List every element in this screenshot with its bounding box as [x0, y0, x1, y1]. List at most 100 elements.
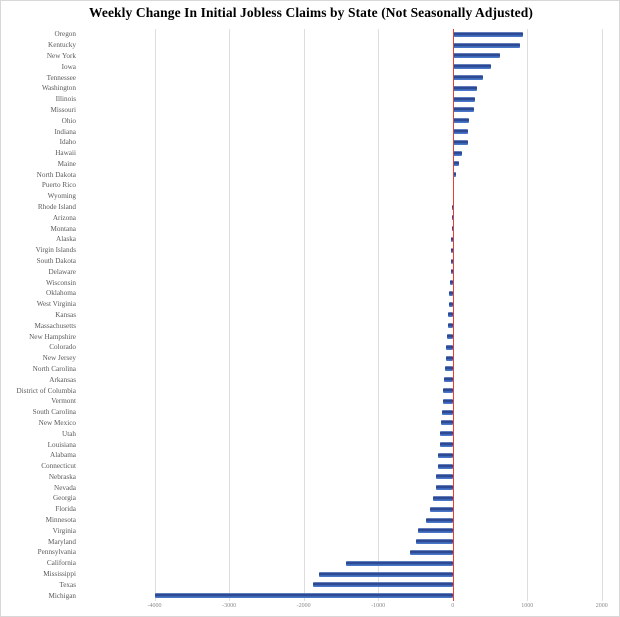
- x-tick-label: -4000: [147, 603, 162, 609]
- category-label: Illinois: [55, 95, 76, 104]
- bar-row: Delaware: [48, 266, 613, 277]
- bar: [410, 549, 453, 555]
- bar: [452, 139, 468, 145]
- bar-row: Nebraska: [49, 471, 613, 482]
- bar: [452, 161, 459, 167]
- gridline: [154, 29, 156, 601]
- category-label: Missouri: [50, 105, 76, 114]
- category-label: Washington: [41, 84, 76, 93]
- bar-row: New Hampshire: [29, 331, 613, 342]
- bar-row: Arizona: [53, 212, 613, 223]
- category-label: Texas: [59, 580, 76, 589]
- bar-row: Kentucky: [48, 40, 613, 51]
- category-label: Colorado: [49, 343, 76, 352]
- category-label: Nevada: [54, 483, 76, 492]
- bar: [450, 258, 453, 264]
- bar-row: Illinois: [56, 94, 613, 105]
- bar-row: Alabama: [50, 450, 613, 461]
- category-label: Minnesota: [45, 516, 76, 525]
- bar-row: Minnesota: [46, 515, 613, 526]
- bar: [438, 452, 453, 458]
- category-label: Arkansas: [49, 375, 76, 384]
- bar-row: Ohio: [62, 115, 613, 126]
- category-label: Alabama: [50, 451, 76, 460]
- bar-row: Michigan: [48, 590, 613, 601]
- bar-row: Washington: [42, 83, 613, 94]
- bar: [448, 312, 453, 318]
- category-label: Oklahoma: [46, 289, 76, 298]
- bar: [451, 247, 453, 253]
- gridline: [527, 29, 529, 601]
- category-label: Louisiana: [47, 440, 76, 449]
- category-label: New Jersey: [42, 354, 76, 363]
- bar: [444, 377, 453, 383]
- category-label: Massachusetts: [34, 321, 76, 330]
- bar-row: Pennsylvania: [38, 547, 613, 558]
- bar-row: Kansas: [55, 310, 613, 321]
- bar: [441, 409, 453, 415]
- bar: [440, 431, 453, 437]
- x-tick-label: 2000: [595, 603, 608, 609]
- bar: [445, 355, 453, 361]
- bar-row: North Dakota: [37, 169, 613, 180]
- gridline: [303, 29, 305, 601]
- category-label: Connecticut: [41, 462, 76, 471]
- category-label: Idaho: [59, 138, 76, 147]
- bar-row: Arkansas: [49, 374, 613, 385]
- zero-reference-line: [452, 29, 455, 601]
- category-label: Virginia: [52, 526, 76, 535]
- bar-row: Utah: [62, 428, 613, 439]
- bar-row: Georgia: [53, 493, 613, 504]
- bar-row: New York: [47, 51, 613, 62]
- bar: [452, 172, 457, 178]
- category-label: Oregon: [54, 30, 76, 39]
- category-label: Arizona: [52, 213, 76, 222]
- bar-row: Hawaii: [55, 148, 613, 159]
- category-label: Maine: [57, 159, 76, 168]
- category-label: Iowa: [61, 62, 76, 71]
- bar: [437, 463, 453, 469]
- x-tick-label: -1000: [371, 603, 386, 609]
- bar-row: Vermont: [51, 396, 613, 407]
- bar-row: Colorado: [49, 342, 613, 353]
- bar-row: Maine: [58, 159, 613, 170]
- gridline: [378, 29, 380, 601]
- category-label: Maryland: [48, 537, 76, 546]
- category-label: New York: [46, 51, 76, 60]
- bar-row: California: [47, 558, 613, 569]
- bar: [449, 280, 453, 286]
- bar-row: New Jersey: [43, 353, 613, 364]
- x-tick-label: 0: [451, 603, 455, 609]
- bar-row: District of Columbia: [17, 385, 613, 396]
- bar-row: New Mexico: [39, 418, 613, 429]
- bar: [447, 334, 453, 340]
- category-label: North Carolina: [32, 364, 76, 373]
- category-label: Alaska: [56, 235, 76, 244]
- category-label: Tennessee: [46, 73, 76, 82]
- bar-row: Wisconsin: [46, 277, 613, 288]
- bar-row: Idaho: [60, 137, 613, 148]
- x-tick-label: 1000: [521, 603, 534, 609]
- x-tick-label: -2000: [296, 603, 311, 609]
- bar-row: Virginia: [53, 525, 613, 536]
- bar: [449, 290, 453, 296]
- bar-row: Connecticut: [41, 461, 613, 472]
- category-label: Vermont: [51, 397, 76, 406]
- bar: [452, 64, 492, 70]
- bar: [451, 236, 453, 242]
- bar-row: South Dakota: [37, 256, 613, 267]
- category-label: North Dakota: [36, 170, 76, 179]
- bar: [452, 150, 463, 156]
- bar-row: Oklahoma: [46, 288, 613, 299]
- bar-row: Tennessee: [47, 72, 613, 83]
- bar: [346, 560, 453, 566]
- x-tick-label: -3000: [222, 603, 237, 609]
- category-label: Michigan: [48, 591, 76, 600]
- bar-row: Alaska: [56, 234, 613, 245]
- bar: [452, 96, 476, 102]
- bar: [415, 539, 453, 545]
- category-label: Montana: [50, 224, 76, 233]
- bar: [435, 485, 453, 491]
- category-label: Ohio: [61, 116, 76, 125]
- bar: [448, 301, 453, 307]
